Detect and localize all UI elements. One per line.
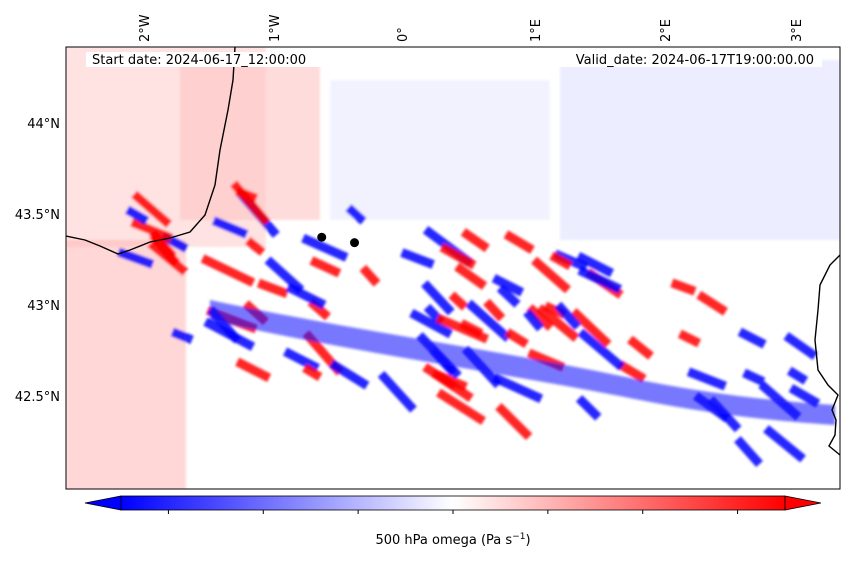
colorbar-extend-max <box>784 495 822 511</box>
lon-tick-1e: 1°E <box>529 19 544 42</box>
omega-band <box>575 395 602 421</box>
omega-band <box>285 282 327 310</box>
omega-band <box>483 298 506 322</box>
omega-band <box>400 248 435 269</box>
omega-band <box>211 216 249 239</box>
omega-band <box>460 228 490 253</box>
omega-band <box>504 328 530 349</box>
omega-band <box>256 278 289 299</box>
lat-tick-43-5n: 43.5°N <box>15 208 60 223</box>
omega-band <box>421 280 455 316</box>
station-marker <box>350 238 360 248</box>
omega-band <box>435 313 490 344</box>
omega-band <box>670 278 697 296</box>
omega-band <box>627 335 654 360</box>
lat-tick-42-5n: 42.5°N <box>15 390 60 405</box>
omega-band <box>148 229 177 260</box>
omega-band <box>170 327 194 345</box>
omega-band <box>235 357 272 382</box>
omega-band <box>523 309 544 332</box>
omega-band <box>230 180 271 226</box>
omega-band <box>526 304 554 331</box>
omega-band <box>345 204 367 225</box>
omega-band <box>492 373 544 403</box>
omega-band <box>465 299 512 342</box>
coastline-west <box>66 47 236 255</box>
omega-band <box>531 256 571 294</box>
start-date-label: Start date: 2024-06-17_12:00:00 <box>92 53 306 68</box>
omega-band <box>409 308 453 339</box>
omega-band <box>436 388 486 425</box>
lon-tick-1w: 1°W <box>268 14 283 42</box>
omega-band <box>686 367 727 391</box>
omega-band <box>495 403 533 441</box>
omega-band <box>359 264 381 287</box>
omega-band <box>117 247 155 269</box>
valid-date-label: Valid_date: 2024-06-17T19:00:00.00 <box>576 53 814 68</box>
omega-band <box>677 329 702 348</box>
colorbar-label: 500 hPa omega (Pa s−1) <box>375 532 530 548</box>
lon-ticks: 2°W 1°W 0° 1°E 2°E 3°E <box>138 14 805 42</box>
omega-band <box>439 243 477 270</box>
omega-band <box>282 347 320 373</box>
omega-band <box>448 291 469 311</box>
omega-band <box>377 370 417 413</box>
lon-tick-0: 0° <box>396 27 411 42</box>
omega-band <box>124 205 150 225</box>
omega-band <box>786 366 809 385</box>
omega-band <box>329 359 370 390</box>
map-panel <box>66 47 840 489</box>
omega-band <box>309 256 342 278</box>
omega-band <box>734 436 763 468</box>
omega-band <box>577 328 625 371</box>
start-label-box <box>86 52 334 67</box>
omega-band <box>742 368 766 386</box>
omega-band <box>264 256 305 294</box>
omega-band <box>301 234 349 262</box>
colorbar-bar <box>120 495 786 511</box>
omega-band <box>554 301 582 331</box>
colorbar-extend-min <box>84 495 122 511</box>
omega-band <box>503 230 535 254</box>
omega-band <box>130 218 174 243</box>
omega-band <box>577 266 623 294</box>
omega-band <box>536 304 580 342</box>
colorbar: 500 hPa omega (Pa s−1) <box>84 495 822 548</box>
omega-band <box>431 369 468 392</box>
lat-tick-43n: 43°N <box>27 299 60 314</box>
lon-tick-2e: 2°E <box>659 19 674 42</box>
omega-band <box>737 327 767 349</box>
omega-band-main <box>210 300 835 425</box>
omega-band <box>553 249 589 272</box>
omega-band <box>696 290 728 316</box>
omega-band <box>549 251 573 270</box>
omega-band <box>302 363 323 381</box>
omega-band <box>244 236 266 256</box>
omega-band <box>617 360 647 383</box>
station-marker <box>317 232 327 242</box>
lon-tick-3e: 3°E <box>790 19 805 42</box>
omega-band <box>454 262 488 290</box>
coastline-east <box>814 254 840 456</box>
omega-band <box>496 284 521 308</box>
omega-band <box>570 308 612 348</box>
valid-label-box <box>552 52 822 67</box>
omega-band <box>783 332 818 360</box>
lat-ticks: 44°N 43.5°N 43°N 42.5°N <box>15 117 60 405</box>
lat-tick-44n: 44°N <box>27 117 60 132</box>
lon-tick-2w: 2°W <box>138 14 153 42</box>
omega-band <box>788 384 821 408</box>
omega-band <box>491 274 525 297</box>
omega-band <box>200 254 256 287</box>
omega-band <box>131 190 173 228</box>
omega-band <box>576 252 615 278</box>
omega-band <box>763 425 806 463</box>
